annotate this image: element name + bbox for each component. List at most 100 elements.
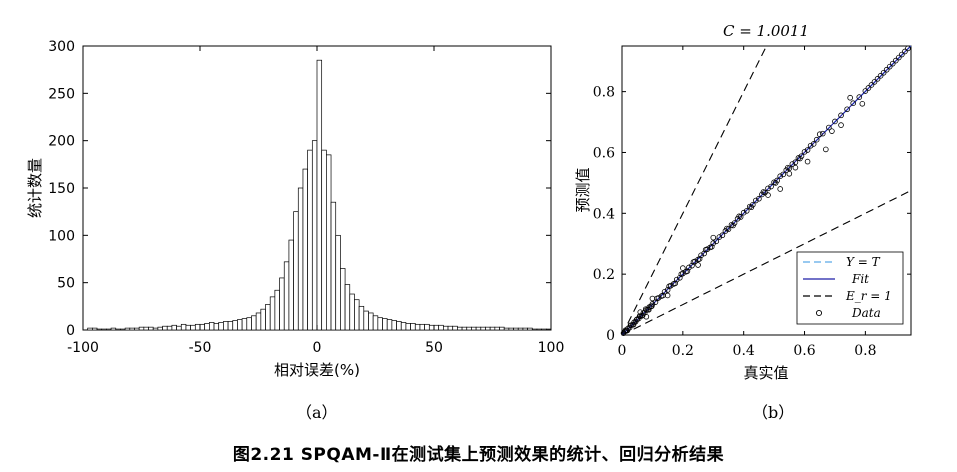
regression-chart: 0 0.2 0.4 0.6 0.8 0 0.2 0.4 0.6 0.8 C = 1.0011 真…: [574, 22, 912, 382]
histogram-bar: [400, 322, 407, 331]
regression-legend: Y = T Fit E_r = 1 Data: [796, 251, 904, 325]
histogram-bar: [513, 327, 519, 331]
regression-x-tick-label: 0: [618, 343, 627, 359]
histogram-bar: [143, 326, 149, 331]
histogram-bar: [386, 319, 393, 331]
data-point: [847, 94, 853, 101]
histogram-bar: [96, 328, 103, 331]
histogram-bar: [471, 326, 477, 331]
data-point: [630, 321, 637, 328]
data-point: [768, 183, 774, 190]
histogram-y-ticks: 0 50 100 150 200 250 300: [48, 39, 551, 339]
histogram-bar: [503, 327, 510, 331]
histogram-bar: [152, 327, 159, 331]
regression-x-tick-label: 0.2: [672, 343, 694, 359]
histogram-bar: [457, 326, 463, 331]
regression-y-tick-label: 0.2: [593, 267, 615, 283]
histogram-bar: [307, 149, 313, 331]
regression-data-points: [620, 45, 911, 336]
data-point: [695, 262, 701, 268]
histogram-bar: [218, 322, 224, 331]
data-point: [649, 303, 655, 309]
histogram-y-tick-label: 250: [48, 86, 75, 102]
data-point: [823, 146, 829, 153]
data-point: [666, 283, 672, 290]
histogram-bar: [354, 299, 360, 331]
figure-caption: 图2.21 SPQAM-Ⅱ在测试集上预测效果的统计、回归分析结果: [232, 445, 725, 465]
data-point: [740, 209, 747, 216]
histogram-bar: [274, 289, 280, 331]
histogram-bar: [265, 304, 271, 331]
data-point: [708, 243, 715, 250]
histogram-bar: [461, 326, 468, 331]
histogram-bar: [148, 326, 154, 331]
histogram-bar: [358, 305, 365, 331]
legend-label-error-ratio: E_r = 1: [845, 289, 892, 303]
data-point: [765, 185, 771, 192]
data-point: [838, 112, 844, 119]
data-point: [844, 106, 850, 113]
histogram-bar: [489, 326, 496, 331]
histogram-bar: [326, 154, 332, 331]
data-point: [772, 180, 779, 186]
data-point: [838, 122, 844, 128]
data-point: [862, 88, 869, 94]
data-point: [784, 164, 791, 171]
histogram-x-tick-label: 50: [425, 340, 443, 356]
histogram-chart: 0 50 100 150 200 250 300 -100 -50 0 50 100 相对误差(%)…: [26, 39, 564, 379]
histogram-bar: [171, 324, 177, 331]
data-point: [877, 73, 884, 79]
histogram-bar: [134, 327, 140, 331]
data-point: [810, 141, 817, 147]
data-point: [850, 100, 856, 106]
data-point: [736, 213, 742, 220]
panel-a-label: （a）: [296, 403, 338, 422]
regression-y-tick-label: 0.4: [593, 206, 615, 222]
histogram-bar: [419, 323, 425, 331]
error-bound-lower-line: [621, 190, 912, 336]
histogram-bar: [494, 326, 500, 331]
data-point: [661, 289, 668, 295]
histogram-bar: [176, 325, 182, 331]
regression-x-tick-label: 0.6: [793, 343, 815, 359]
histogram-bar: [485, 326, 491, 331]
data-point: [652, 299, 659, 305]
histogram-bar: [283, 261, 290, 331]
data-point: [730, 222, 736, 229]
histogram-bar: [279, 277, 285, 331]
histogram-bar: [185, 324, 191, 331]
histogram-bar: [438, 324, 444, 331]
data-point: [673, 276, 680, 283]
data-point: [678, 271, 685, 277]
data-point: [777, 173, 783, 180]
data-point: [672, 280, 679, 287]
histogram-bar: [293, 211, 299, 331]
legend-label-fit: Fit: [851, 272, 869, 286]
histogram-bar: [115, 328, 121, 331]
data-point: [701, 250, 707, 257]
histogram-bar: [124, 327, 131, 331]
data-point: [756, 195, 762, 202]
histogram-y-tick-label: 150: [48, 181, 75, 197]
regression-y-tick-label: 0.8: [593, 85, 615, 101]
histogram-bar: [499, 326, 505, 331]
histogram-bar: [349, 293, 355, 331]
histogram-bar: [433, 324, 440, 331]
histogram-bar: [251, 315, 257, 331]
data-point: [690, 259, 697, 265]
data-point: [792, 164, 799, 171]
data-point: [792, 159, 799, 166]
data-point: [829, 128, 835, 134]
data-point: [816, 131, 823, 138]
histogram-bar: [255, 312, 262, 331]
error-bound-upper-line: [621, 45, 767, 336]
data-point: [902, 48, 908, 55]
data-point: [637, 309, 644, 315]
histogram-bar: [204, 323, 210, 331]
histogram-bar: [531, 328, 538, 331]
histogram-bar: [414, 323, 421, 331]
histogram-bar: [190, 324, 196, 331]
histogram-bar: [101, 328, 107, 331]
data-point: [804, 158, 811, 165]
